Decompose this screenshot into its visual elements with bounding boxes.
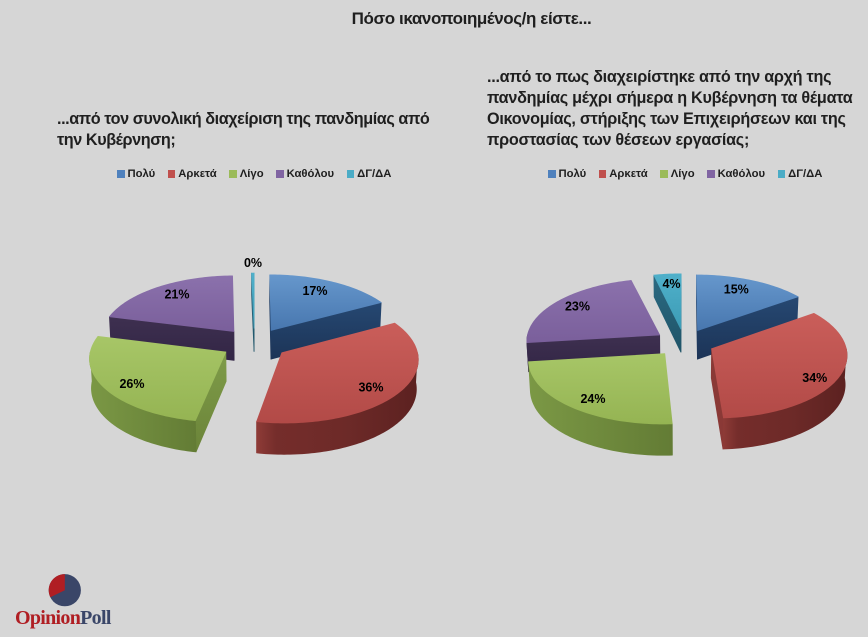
- svg-text:17%: 17%: [302, 284, 327, 298]
- svg-text:34%: 34%: [802, 371, 827, 385]
- svg-text:36%: 36%: [358, 381, 383, 395]
- svg-text:26%: 26%: [119, 377, 144, 391]
- svg-text:4%: 4%: [662, 277, 680, 291]
- svg-text:23%: 23%: [565, 300, 590, 314]
- svg-text:0%: 0%: [244, 256, 262, 270]
- svg-text:21%: 21%: [164, 287, 189, 301]
- svg-text:24%: 24%: [580, 392, 605, 406]
- svg-text:15%: 15%: [724, 283, 749, 297]
